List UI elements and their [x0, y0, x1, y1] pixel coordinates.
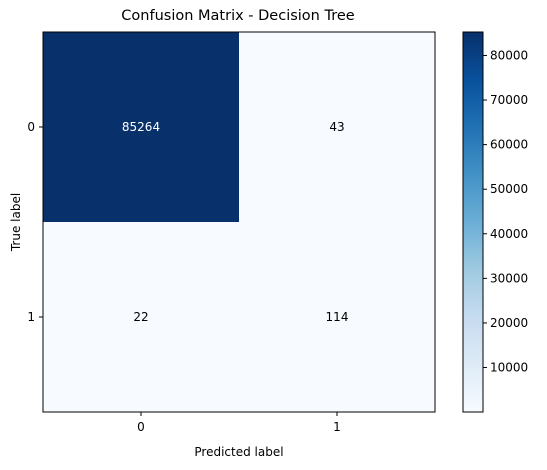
colorbar-tick-label: 50000 — [490, 182, 528, 196]
x-tick-label: 1 — [333, 420, 341, 434]
y-axis-label: True label — [9, 193, 23, 252]
colorbar-tick-label: 10000 — [490, 361, 528, 375]
heatmap-cell — [43, 222, 239, 412]
colorbar-gradient — [462, 31, 484, 413]
chart-title: Confusion Matrix - Decision Tree — [121, 8, 354, 24]
colorbar-tick-label: 60000 — [490, 138, 528, 152]
y-axis: 01 — [27, 120, 43, 324]
cell-value-label: 85264 — [122, 120, 160, 134]
heatmap-cell — [239, 32, 435, 222]
colorbar-tick-label: 80000 — [490, 48, 528, 62]
colorbar-tick-label: 30000 — [490, 271, 528, 285]
colorbar: 10000 20000 30000 40000 50000 60000 70000 80000 — [462, 31, 528, 413]
plot-frame — [42, 31, 436, 413]
colorbar-tick-label: 20000 — [490, 316, 528, 330]
colorbar-tick-label: 70000 — [490, 93, 528, 107]
cell-value-label: 43 — [329, 120, 344, 134]
y-tick-label: 0 — [27, 120, 35, 134]
cell-value-labels: 85264 43 22 114 — [122, 120, 349, 324]
colorbar-tick-label: 40000 — [490, 227, 528, 241]
y-tick-label: 1 — [27, 310, 35, 324]
x-tick-label: 0 — [137, 420, 145, 434]
cell-value-label: 22 — [133, 310, 148, 324]
x-axis-label: Predicted label — [194, 445, 283, 459]
heatmap-cell — [43, 32, 239, 222]
heatmap-cell — [239, 222, 435, 412]
heatmap-cells — [43, 32, 435, 412]
cell-value-label: 114 — [326, 310, 349, 324]
